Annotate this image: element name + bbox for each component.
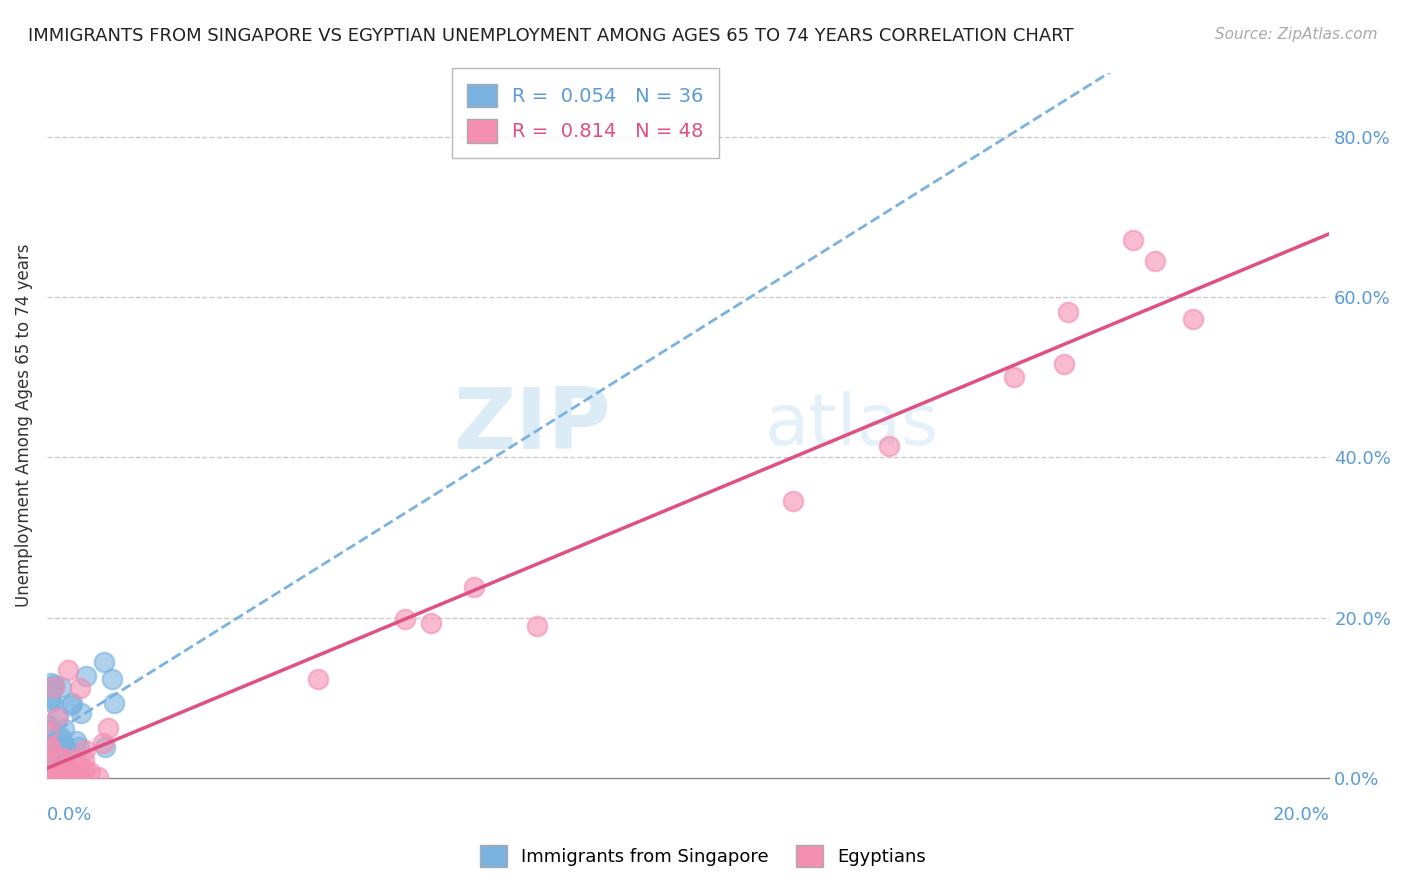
Point (41, 751, 63, 765)
Point (100, 673, 122, 687)
Point (42, 680, 65, 694)
Point (42, 764, 65, 779)
Point (69, 681, 91, 695)
Point (51, 680, 73, 694)
Point (1122, 234, 1144, 248)
Point (79, 765, 101, 780)
Point (93, 655, 115, 669)
Text: 20.0%: 20.0% (1272, 806, 1329, 824)
Point (45, 770, 67, 784)
Point (526, 619, 548, 633)
Point (51, 770, 73, 784)
Text: IMMIGRANTS FROM SINGAPORE VS EGYPTIAN UNEMPLOYMENT AMONG AGES 65 TO 74 YEARS COR: IMMIGRANTS FROM SINGAPORE VS EGYPTIAN UN… (28, 27, 1074, 45)
Point (42, 678, 65, 692)
Point (46, 765, 69, 780)
Text: 0.0%: 0.0% (46, 806, 93, 824)
Point (60, 696, 83, 710)
Point (37, 725, 59, 739)
Point (65, 734, 87, 748)
Y-axis label: Unemployment Among Ages 65 to 74 years: Unemployment Among Ages 65 to 74 years (15, 244, 32, 607)
Point (38, 739, 60, 754)
Point (73, 762, 96, 776)
Point (1057, 305, 1080, 319)
Point (67, 758, 90, 772)
Point (37, 764, 59, 778)
Point (39, 676, 62, 690)
Point (48, 729, 70, 743)
Point (87, 770, 110, 784)
Point (782, 494, 804, 508)
Point (56, 663, 79, 677)
Point (1182, 312, 1205, 326)
Point (46, 770, 69, 784)
Point (70, 706, 93, 720)
Point (37, 770, 59, 784)
Point (46, 750, 69, 764)
Point (38, 770, 60, 784)
Point (44, 680, 66, 694)
Point (39, 692, 62, 706)
Point (53, 738, 76, 752)
Text: Source: ZipAtlas.com: Source: ZipAtlas.com (1215, 27, 1378, 42)
Point (49, 770, 72, 784)
Point (53, 750, 76, 764)
Legend: R =  0.054   N = 36, R =  0.814   N = 48: R = 0.054 N = 36, R = 0.814 N = 48 (451, 68, 718, 159)
Point (39, 770, 62, 784)
Point (53, 722, 76, 736)
Point (39, 695, 62, 709)
Point (91, 736, 114, 750)
Point (52, 767, 75, 781)
Point (45, 710, 67, 724)
Point (69, 770, 91, 784)
Point (97, 721, 120, 735)
Point (103, 696, 125, 710)
Point (39, 722, 62, 736)
Point (38, 751, 60, 765)
Point (39, 758, 62, 772)
Point (72, 753, 94, 767)
Point (463, 580, 485, 594)
Point (45, 736, 67, 750)
Point (38, 760, 60, 774)
Point (59, 698, 82, 713)
Point (67, 739, 90, 754)
Point (67, 770, 90, 784)
Point (45, 739, 67, 753)
Point (62, 770, 84, 784)
Point (60, 770, 83, 784)
Point (394, 612, 416, 626)
Point (37, 718, 59, 732)
Point (307, 673, 329, 687)
Text: atlas: atlas (765, 391, 939, 459)
Point (1053, 358, 1076, 372)
Point (62, 753, 84, 767)
Point (46, 709, 69, 723)
Point (37, 739, 59, 753)
Point (419, 615, 441, 630)
Point (53, 770, 76, 784)
Point (53, 756, 76, 770)
Legend: Immigrants from Singapore, Egyptians: Immigrants from Singapore, Egyptians (472, 838, 934, 874)
Point (75, 669, 97, 683)
Point (73, 742, 96, 756)
Point (37, 740, 59, 755)
Point (53, 739, 76, 754)
Point (53, 751, 76, 765)
Point (1002, 370, 1025, 384)
Text: ZIP: ZIP (453, 384, 612, 467)
Point (94, 739, 117, 754)
Point (37, 767, 59, 781)
Point (39, 690, 62, 704)
Point (39, 770, 62, 784)
Point (877, 439, 900, 453)
Point (49, 731, 72, 746)
Point (1143, 253, 1166, 268)
Point (55, 764, 77, 778)
